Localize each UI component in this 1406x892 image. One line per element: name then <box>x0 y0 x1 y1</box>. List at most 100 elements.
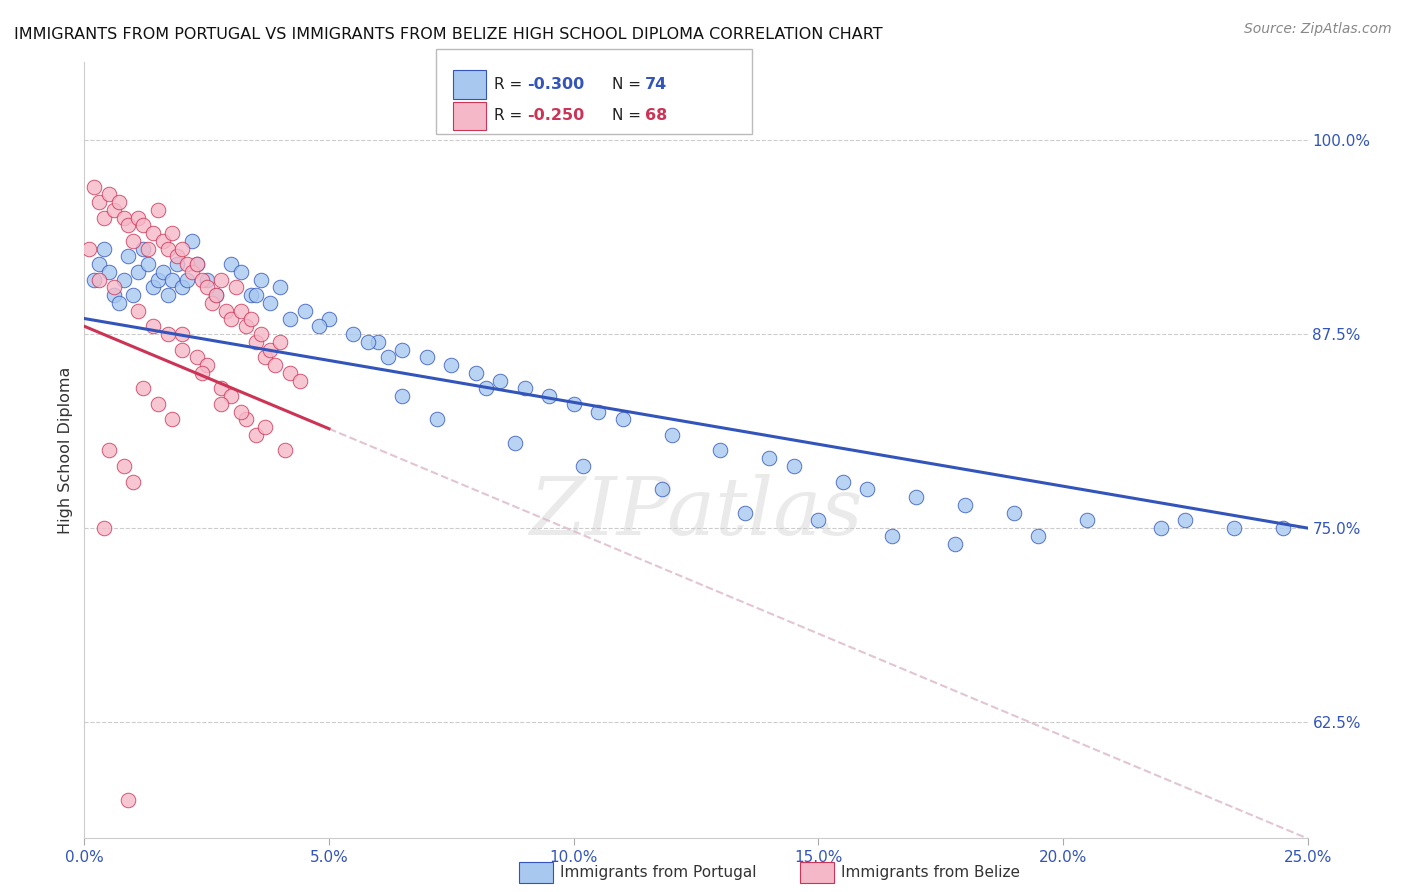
Point <box>219 311 242 326</box>
Point <box>142 280 165 294</box>
Point <box>172 280 194 294</box>
Point <box>661 428 683 442</box>
Point <box>391 343 413 357</box>
Point <box>1272 521 1295 535</box>
Point <box>391 389 413 403</box>
Point <box>195 280 218 294</box>
Point <box>166 249 188 264</box>
Point <box>205 288 228 302</box>
Point <box>278 311 301 326</box>
Point <box>235 412 257 426</box>
Point <box>87 273 110 287</box>
Point <box>127 265 149 279</box>
Point <box>734 506 756 520</box>
Point <box>152 265 174 279</box>
Point <box>132 381 155 395</box>
Point <box>209 381 232 395</box>
Point <box>709 443 731 458</box>
Point <box>572 458 595 473</box>
Point <box>953 498 976 512</box>
Point <box>905 490 928 504</box>
Point <box>513 381 536 395</box>
Point <box>249 273 271 287</box>
Point <box>103 288 125 302</box>
Point <box>122 234 145 248</box>
Point <box>112 458 135 473</box>
Point <box>83 179 105 194</box>
Point <box>1028 529 1050 543</box>
Point <box>93 521 115 535</box>
Point <box>1223 521 1246 535</box>
Point <box>172 343 194 357</box>
Point <box>225 280 247 294</box>
Point <box>426 412 449 426</box>
Point <box>176 273 198 287</box>
Point <box>783 458 806 473</box>
Point <box>294 303 316 318</box>
Point <box>474 381 496 395</box>
Point <box>200 296 222 310</box>
Text: Source: ZipAtlas.com: Source: ZipAtlas.com <box>1244 22 1392 37</box>
Point <box>205 288 228 302</box>
Point <box>136 242 159 256</box>
Point <box>166 257 188 271</box>
Point <box>651 483 673 497</box>
Point <box>186 257 208 271</box>
Point <box>77 242 100 256</box>
Point <box>209 273 232 287</box>
Point <box>142 226 165 240</box>
Text: R =: R = <box>494 109 527 123</box>
Point <box>127 303 149 318</box>
Point <box>235 319 257 334</box>
Point <box>1150 521 1173 535</box>
Point <box>367 334 389 349</box>
Point <box>308 319 330 334</box>
Point <box>831 475 853 489</box>
Point <box>97 443 120 458</box>
Point <box>181 234 204 248</box>
Point <box>377 351 399 365</box>
Point <box>186 351 208 365</box>
Point <box>122 288 145 302</box>
Point <box>254 351 277 365</box>
Point <box>112 211 135 225</box>
Text: -0.300: -0.300 <box>527 77 585 92</box>
Point <box>229 265 252 279</box>
Point <box>181 265 204 279</box>
Point <box>489 374 512 388</box>
Point <box>1174 513 1197 527</box>
Point <box>219 257 242 271</box>
Point <box>288 374 311 388</box>
Point <box>136 257 159 271</box>
Point <box>274 443 297 458</box>
Text: ZIPatlas: ZIPatlas <box>529 474 863 551</box>
Point <box>146 397 169 411</box>
Point <box>464 366 486 380</box>
Point <box>162 412 184 426</box>
Point <box>219 389 242 403</box>
Text: Immigrants from Belize: Immigrants from Belize <box>841 865 1019 880</box>
Point <box>249 326 271 341</box>
Point <box>156 326 179 341</box>
Y-axis label: High School Diploma: High School Diploma <box>58 367 73 534</box>
Text: IMMIGRANTS FROM PORTUGAL VS IMMIGRANTS FROM BELIZE HIGH SCHOOL DIPLOMA CORRELATI: IMMIGRANTS FROM PORTUGAL VS IMMIGRANTS F… <box>14 27 883 42</box>
Point <box>156 288 179 302</box>
Point <box>132 242 155 256</box>
Point <box>612 412 634 426</box>
Point <box>191 273 214 287</box>
Point <box>195 273 218 287</box>
Point <box>191 366 214 380</box>
Point <box>245 428 267 442</box>
Point <box>416 351 439 365</box>
Point <box>245 288 267 302</box>
Point <box>146 273 169 287</box>
Point <box>342 326 364 341</box>
Point <box>215 303 238 318</box>
Point <box>162 273 184 287</box>
Point <box>278 366 301 380</box>
Point <box>117 249 139 264</box>
Point <box>156 242 179 256</box>
Point <box>172 242 194 256</box>
Point <box>132 219 155 233</box>
Point <box>172 326 194 341</box>
